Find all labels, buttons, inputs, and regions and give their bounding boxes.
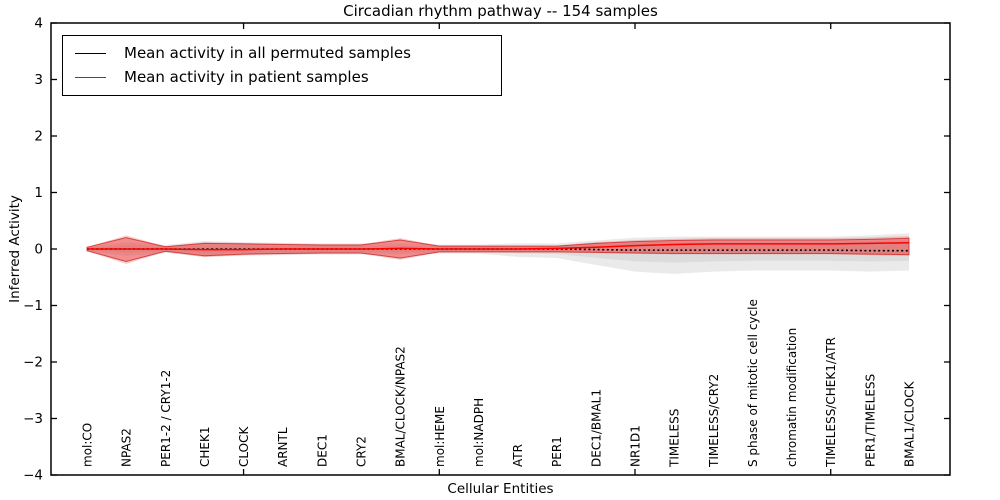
- entity-label: mol:HEME: [433, 406, 447, 467]
- legend-label-patient: Mean activity in patient samples: [124, 68, 369, 86]
- entity-label: NR1D1: [629, 425, 643, 467]
- entity-label: TIMELESS/CHEK1/ATR: [824, 337, 838, 468]
- patient-mean-line: [87, 242, 910, 251]
- y-tick-label: 3: [34, 72, 43, 88]
- legend-row-permuted: Mean activity in all permuted samples: [75, 41, 491, 65]
- y-tick-label: −3: [23, 411, 43, 427]
- y-tick-label: 0: [34, 242, 43, 258]
- entity-label: mol:NADPH: [472, 398, 486, 467]
- entity-label: CLOCK: [237, 426, 251, 467]
- black-line-sample-icon: [75, 52, 106, 54]
- entity-label: PER1-2 / CRY1-2: [159, 370, 173, 467]
- y-tick-label: −2: [23, 355, 43, 371]
- entity-label: PER1: [550, 436, 564, 467]
- entity-label: BMAL1/CLOCK: [903, 380, 917, 467]
- y-tick-label: −1: [23, 298, 43, 314]
- entity-label: BMAL/CLOCK/NPAS2: [394, 346, 408, 467]
- entity-label: ATR: [511, 444, 525, 467]
- entity-label: TIMELESS: [668, 409, 682, 468]
- y-tick-label: −4: [23, 468, 43, 484]
- entity-label: CRY2: [355, 436, 369, 467]
- x-axis-label: Cellular Entities: [447, 481, 554, 497]
- y-axis-label: Inferred Activity: [7, 195, 23, 303]
- legend: Mean activity in all permuted samples Me…: [62, 35, 502, 96]
- entity-label: NPAS2: [120, 428, 134, 467]
- entity-label: chromatin modification: [785, 328, 799, 467]
- entity-label: TIMELESS/CRY2: [707, 374, 721, 468]
- red-line-sample-icon: [75, 76, 106, 78]
- y-tick-label: 1: [34, 185, 43, 201]
- entity-label: PER1/TIMELESS: [863, 374, 877, 467]
- entity-label: mol:CO: [81, 423, 95, 467]
- legend-label-permuted: Mean activity in all permuted samples: [124, 44, 411, 62]
- entity-label: DEC1/BMAL1: [589, 389, 603, 467]
- legend-row-patient: Mean activity in patient samples: [75, 65, 491, 89]
- entity-label: ARNTL: [276, 427, 290, 467]
- entity-label: DEC1: [315, 434, 329, 467]
- y-tick-label: 4: [34, 16, 43, 32]
- chart-title: Circadian rhythm pathway -- 154 samples: [343, 2, 658, 20]
- entity-label: CHEK1: [198, 427, 212, 468]
- y-tick-label: 2: [34, 129, 43, 145]
- entity-label: S phase of mitotic cell cycle: [746, 299, 760, 467]
